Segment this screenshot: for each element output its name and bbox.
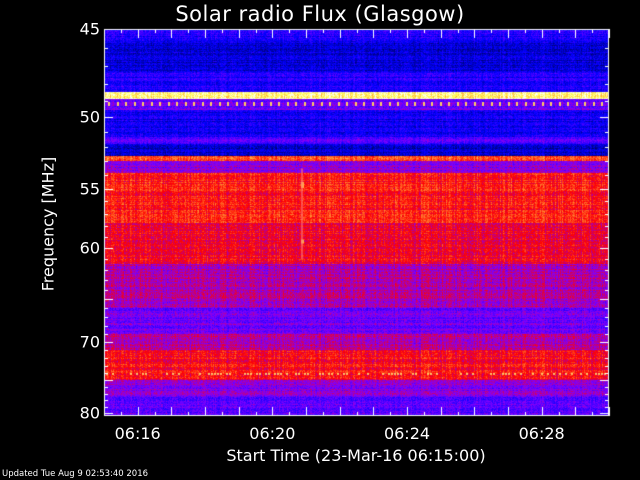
updated-timestamp: Updated Tue Aug 9 02:53:40 2016 <box>2 469 149 479</box>
y-tick-label: 55 <box>79 179 100 199</box>
x-tick-label: 06:28 <box>518 424 565 443</box>
x-tick-label: 06:16 <box>114 424 161 443</box>
y-tick-label: 45 <box>79 19 100 39</box>
y-axis-label: Frequency [MHz] <box>38 156 58 292</box>
x-tick-label: 06:20 <box>249 424 296 443</box>
y-tick-label: 60 <box>79 238 100 258</box>
y-tick-label: 70 <box>79 332 100 352</box>
x-axis-label: Start Time (23-Mar-16 06:15:00) <box>226 446 486 465</box>
y-tick-label: 50 <box>79 107 100 127</box>
x-tick-label: 06:24 <box>383 424 431 443</box>
chart-title: Solar radio Flux (Glasgow) <box>175 2 465 26</box>
y-tick-label: 80 <box>79 403 100 423</box>
